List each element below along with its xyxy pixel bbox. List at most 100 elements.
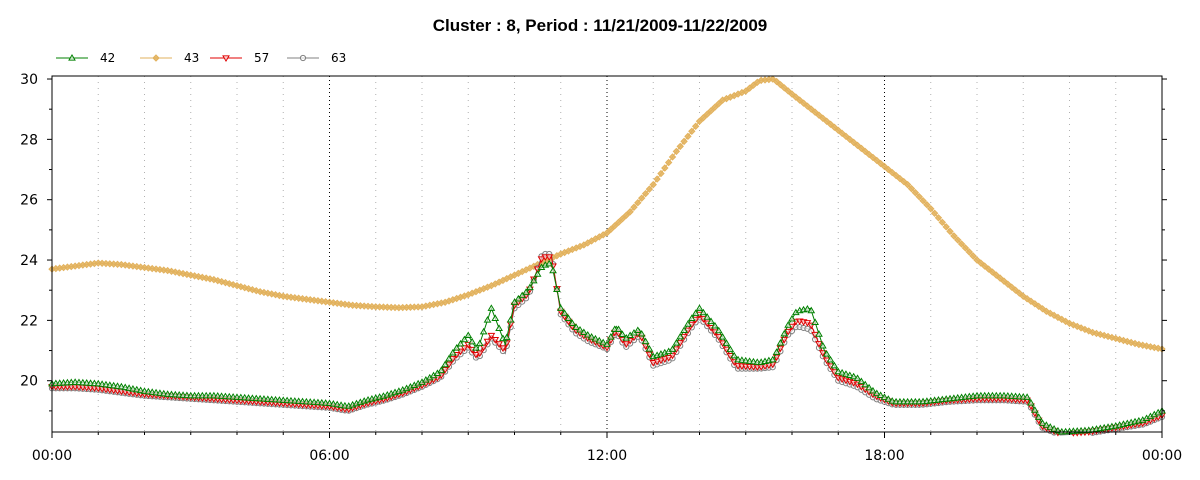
data-point	[788, 90, 796, 98]
data-point	[849, 372, 858, 380]
data-point	[784, 87, 792, 95]
legend-item-57: 57	[210, 51, 269, 65]
data-point	[452, 344, 461, 351]
data-point	[749, 81, 758, 89]
data-point	[603, 229, 611, 237]
data-point	[660, 356, 669, 363]
data-point	[1015, 289, 1024, 297]
data-point	[687, 314, 696, 321]
data-point	[838, 129, 846, 138]
data-point	[772, 77, 781, 86]
data-point	[475, 350, 484, 358]
data-point	[965, 248, 973, 256]
data-point	[472, 351, 480, 359]
x-tick-label: 00:00	[1142, 448, 1182, 464]
y-tick-label: 24	[20, 253, 38, 269]
data-point	[745, 84, 754, 92]
data-point	[668, 345, 677, 352]
data-point	[695, 304, 704, 311]
data-point	[780, 329, 789, 337]
data-point	[637, 194, 646, 202]
data-point	[849, 138, 858, 147]
data-point	[996, 274, 1004, 282]
chart-grid	[97, 76, 1117, 432]
data-point	[742, 87, 750, 95]
data-point	[553, 285, 561, 293]
data-point	[711, 321, 719, 329]
data-point	[630, 203, 638, 211]
data-point	[826, 355, 835, 363]
data-point	[672, 339, 681, 346]
data-point	[441, 360, 449, 368]
data-point	[954, 236, 962, 244]
data-point	[768, 355, 777, 363]
data-point	[641, 337, 650, 345]
data-point	[784, 321, 793, 328]
data-point	[992, 271, 1000, 279]
data-point	[969, 252, 977, 260]
data-point	[518, 291, 527, 299]
data-point	[560, 309, 569, 316]
data-point	[653, 358, 661, 366]
data-point	[495, 341, 503, 348]
series-42	[48, 259, 1166, 435]
data-point	[830, 123, 839, 131]
data-point	[822, 350, 831, 357]
data-point	[1050, 424, 1058, 432]
data-point	[510, 298, 519, 305]
data-point	[556, 304, 565, 311]
data-point	[475, 339, 484, 347]
legend-label: 57	[254, 51, 269, 65]
data-point	[437, 366, 446, 374]
data-point	[641, 189, 650, 198]
data-point	[788, 314, 796, 322]
data-point	[861, 380, 870, 388]
data-point	[869, 153, 877, 162]
data-point	[657, 169, 665, 178]
chart-legend: 42 43 57 63	[56, 51, 346, 65]
y-tick-label: 26	[20, 193, 38, 209]
legend-label: 63	[331, 51, 346, 65]
data-point	[1000, 277, 1008, 285]
data-point	[957, 240, 966, 248]
data-point	[927, 205, 935, 213]
chart-title: Cluster : 8, Period : 11/21/2009-11/22/2…	[433, 16, 768, 35]
data-point	[514, 294, 523, 302]
data-point	[479, 327, 488, 335]
data-point	[857, 377, 866, 385]
data-point	[984, 265, 993, 273]
data-point	[460, 345, 469, 352]
data-point	[784, 328, 793, 336]
data-point	[645, 351, 654, 359]
data-point	[776, 80, 785, 89]
data-point	[545, 259, 554, 267]
data-point	[826, 120, 835, 128]
data-point	[834, 367, 843, 375]
data-point	[915, 192, 923, 201]
data-point	[464, 331, 473, 339]
data-point	[938, 218, 947, 227]
data-point	[653, 175, 661, 183]
data-point	[699, 114, 708, 122]
data-point	[549, 266, 557, 274]
data-point	[695, 117, 704, 125]
data-point	[707, 106, 715, 115]
data-point	[545, 254, 554, 262]
data-point	[1027, 399, 1035, 406]
data-point	[645, 185, 654, 193]
data-point	[441, 367, 449, 374]
data-point	[776, 339, 785, 346]
x-tick-label: 18:00	[864, 448, 904, 464]
data-point	[580, 328, 588, 336]
y-tick-label: 20	[20, 374, 38, 390]
data-point	[529, 276, 538, 284]
data-point	[869, 386, 877, 394]
data-point	[726, 345, 735, 353]
data-point	[479, 344, 488, 352]
chart-axes: 20 22 24 26 28 30 00:00 06:00 12:00 18:00 00:00	[20, 72, 1182, 464]
data-point	[903, 180, 912, 189]
x-tick-label: 12:00	[587, 448, 627, 464]
data-point	[907, 184, 916, 193]
data-point	[819, 114, 827, 122]
data-point	[487, 304, 496, 311]
